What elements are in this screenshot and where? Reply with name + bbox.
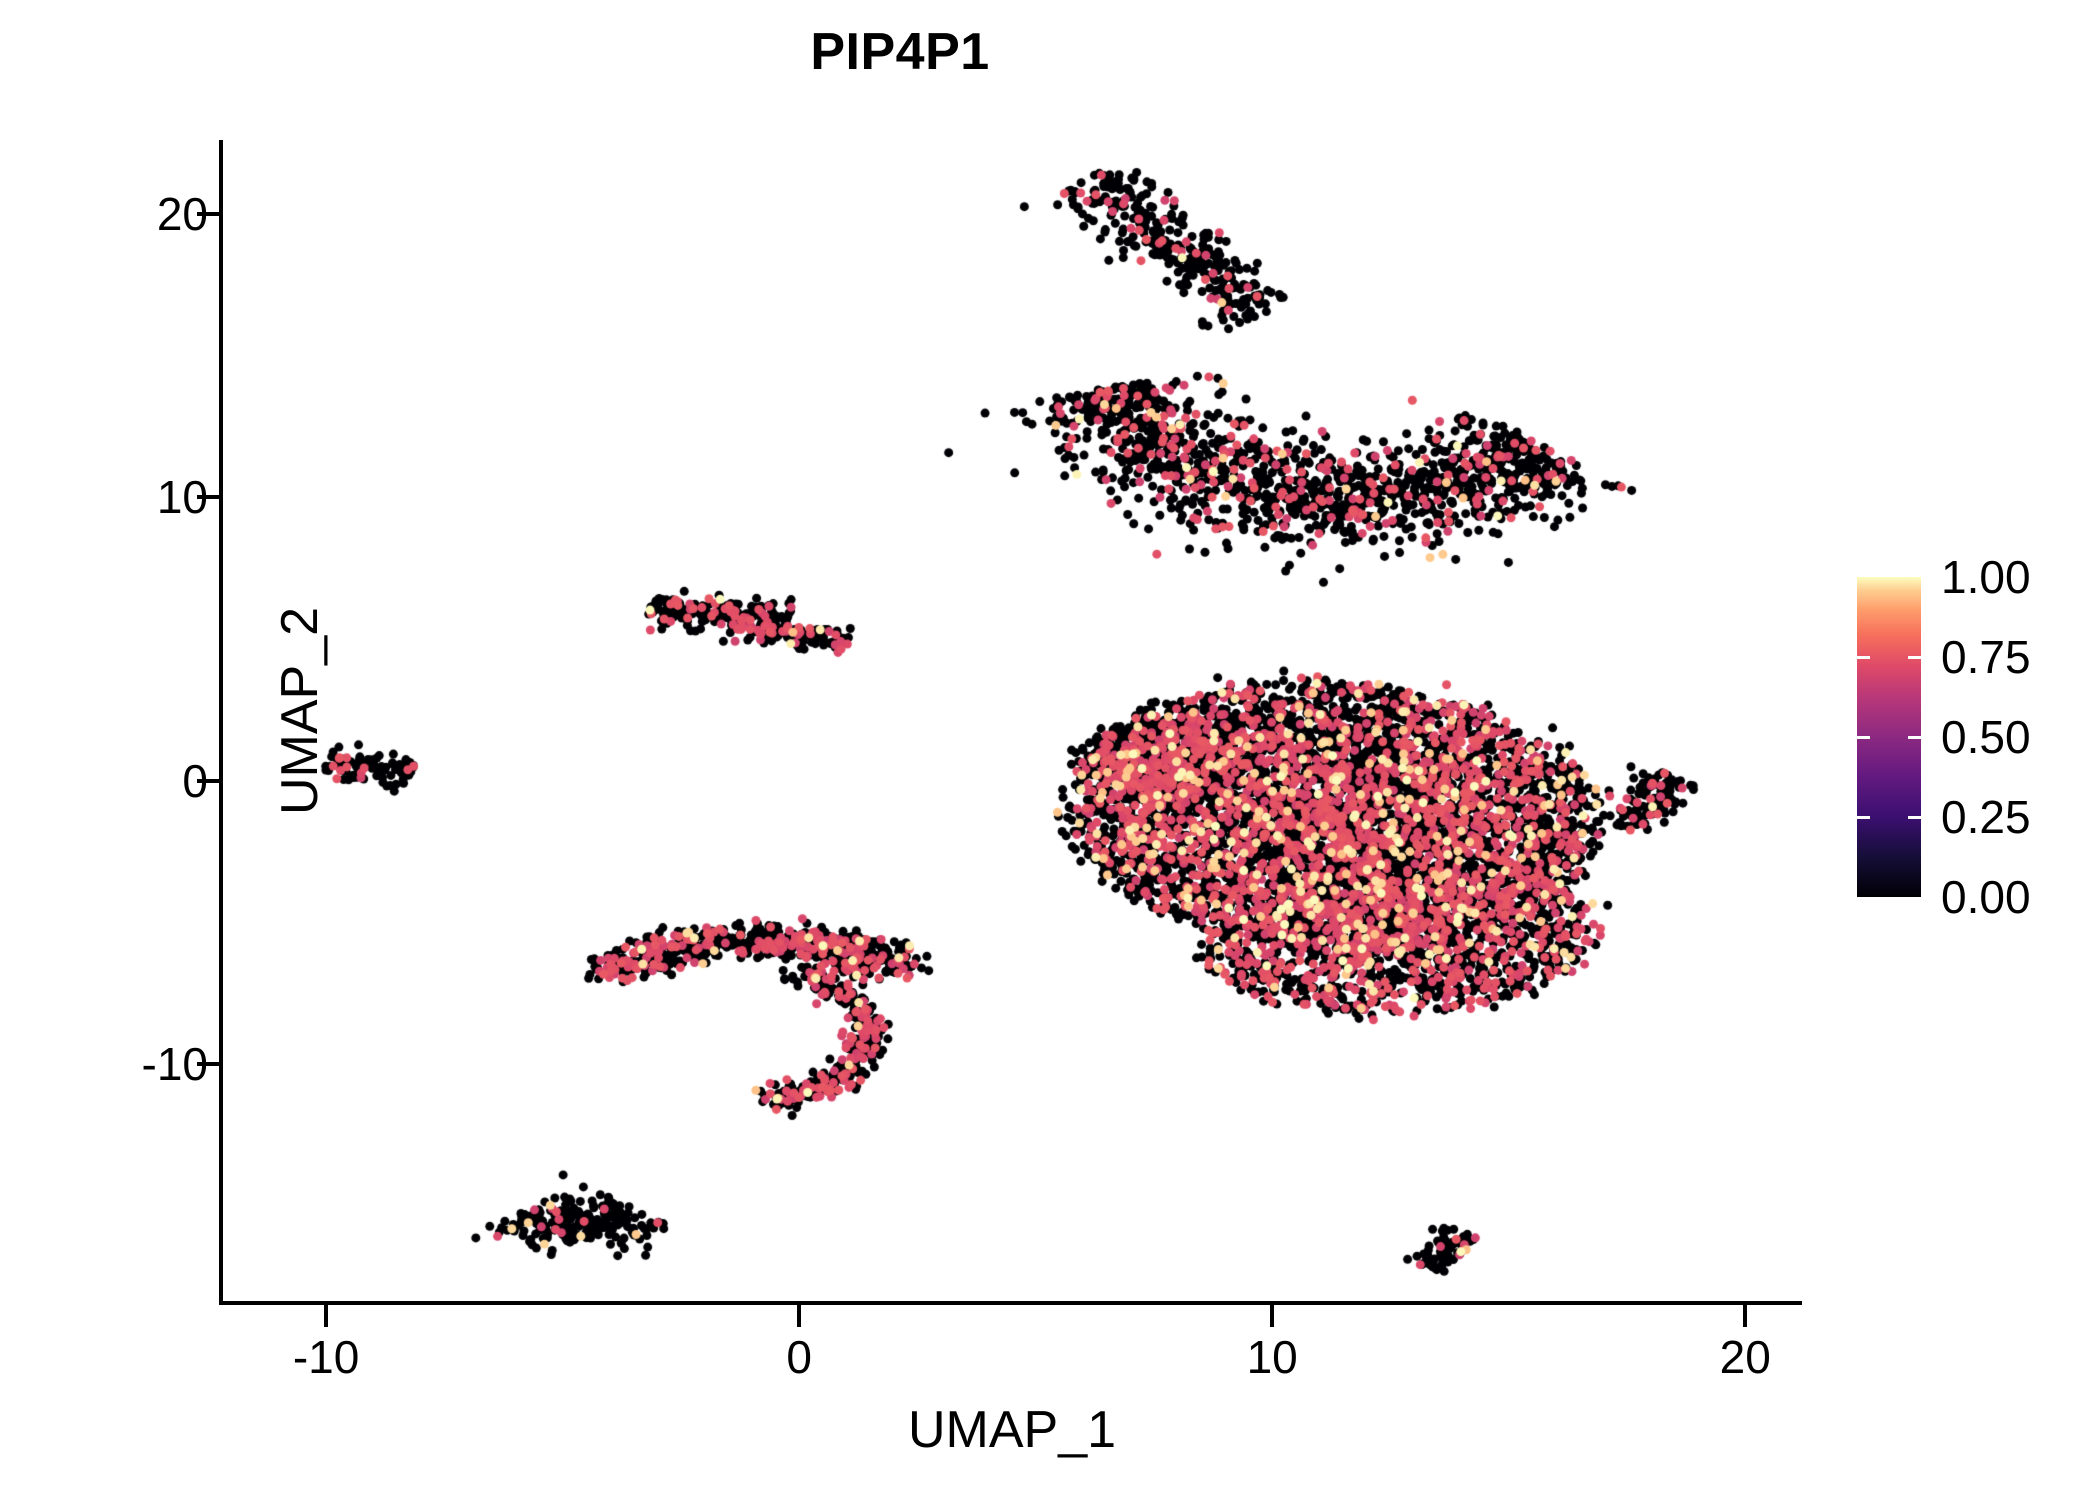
x-tick-mark [797,1305,802,1327]
x-axis-title: UMAP_1 [907,1401,1117,1459]
colorbar-tick-mark [1908,815,1921,819]
colorbar-tick-mark [1857,815,1870,819]
x-axis-line [219,1301,1802,1305]
y-tick-mark [197,495,219,500]
x-tick-mark [1743,1305,1748,1327]
y-tick-label: -10 [141,1037,208,1090]
y-tick-label: 0 [182,754,208,807]
x-tick-label: -10 [292,1331,360,1383]
colorbar-tick-mark [1908,735,1921,739]
x-tick-label: 20 [1719,1331,1771,1383]
colorbar-tick-label: 0.75 [1941,631,2031,683]
y-tick-label: 20 [156,187,208,240]
colorbar-tick-mark [1857,735,1870,739]
scatter-plot-canvas [222,140,1802,1302]
page-title: PIP4P1 [810,23,990,81]
colorbar-tick-label: 1.00 [1941,551,2031,603]
plot-panel [222,140,1802,1302]
colorbar-tick-label: 0.25 [1941,791,2031,843]
colorbar-tick-label: 0.00 [1941,871,2031,923]
y-tick-label: 10 [156,471,208,524]
colorbar-tick-mark [1857,655,1870,659]
y-tick-mark [197,1061,219,1066]
x-tick-mark [324,1305,329,1327]
y-tick-mark [197,211,219,216]
x-tick-mark [1270,1305,1275,1327]
x-tick-label: 0 [786,1331,812,1383]
colorbar-tick-label: 0.50 [1941,711,2031,763]
y-tick-mark [197,778,219,783]
y-axis-line [219,140,223,1305]
x-tick-label: 10 [1246,1331,1298,1383]
colorbar-tick-mark [1908,655,1921,659]
y-axis-title: UMAP_2 [271,606,329,816]
